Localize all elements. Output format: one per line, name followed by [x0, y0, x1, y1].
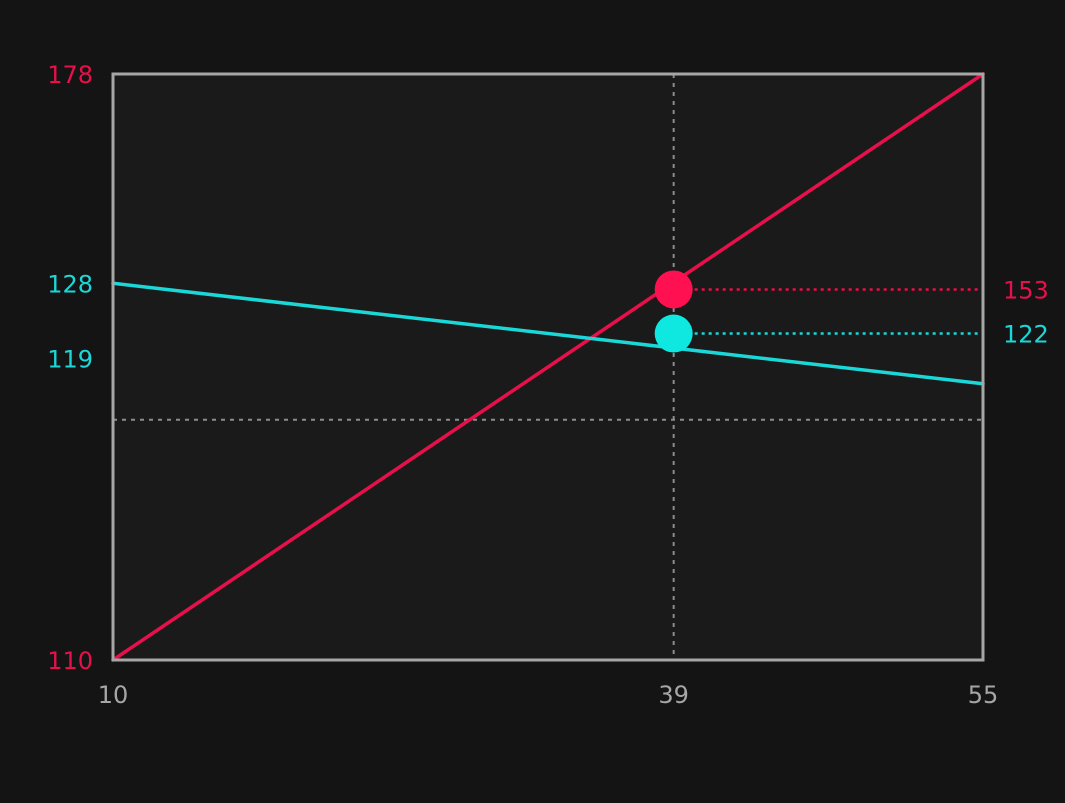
series-layer — [111, 72, 985, 662]
series-1-highlight-point — [654, 314, 693, 353]
plot-frame — [111, 72, 985, 662]
label-layer: 153 110 178 122 119 128 10 39 55 — [47, 61, 1049, 709]
series-1-y-tick-label: 119 — [47, 346, 93, 374]
series-line-0 — [111, 72, 985, 662]
x-tick-label: 10 — [98, 681, 129, 709]
marker-layer — [654, 270, 693, 353]
series-0-y-tick-label: 178 — [47, 61, 93, 89]
series-0-highlight-label: 153 — [1003, 276, 1049, 304]
series-line-1 — [111, 281, 985, 386]
x-tick-label: 39 — [658, 681, 689, 709]
grid-layer — [113, 74, 983, 660]
series-1-y-tick-label: 128 — [47, 270, 93, 298]
series-0-highlight-point — [654, 270, 693, 309]
frame-layer — [111, 72, 985, 662]
x-tick-label: 55 — [968, 681, 999, 709]
series-0-y-tick-label: 110 — [47, 647, 93, 675]
series-1-highlight-label: 122 — [1003, 321, 1049, 349]
